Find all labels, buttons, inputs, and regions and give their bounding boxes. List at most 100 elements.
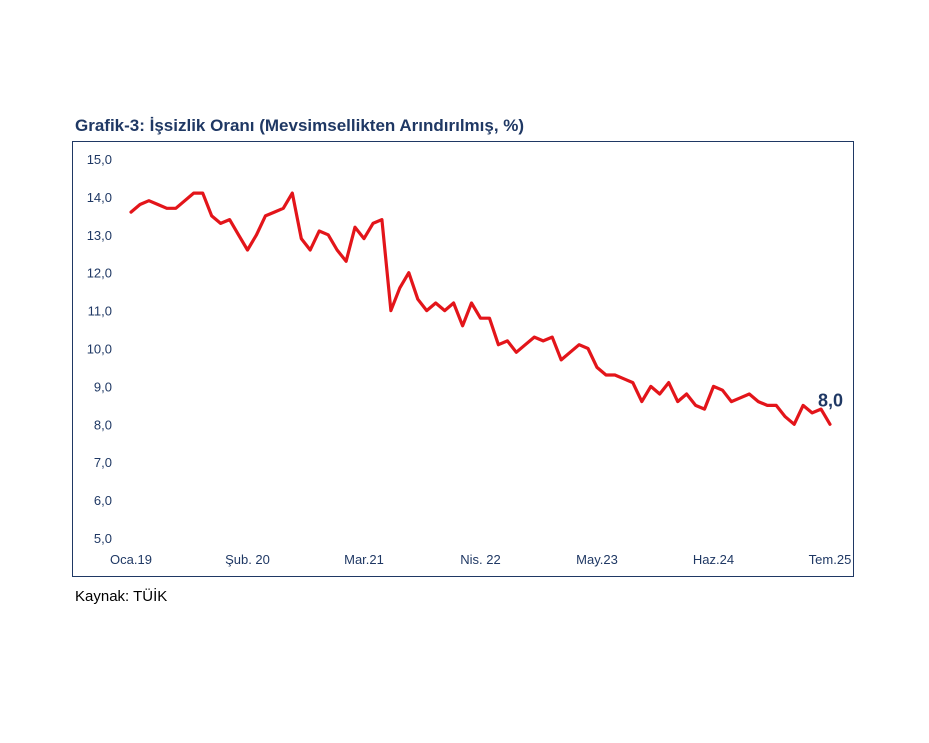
- data-point: [792, 423, 796, 426]
- data-point: [479, 316, 482, 320]
- x-tick-label: Tem.25: [809, 552, 852, 567]
- y-axis-ticks: 15,0 14,0 13,0 12,0 11,0 10,0 9,0 8,0 7,0 6,0 5,0: [87, 152, 112, 546]
- data-point: [452, 301, 455, 305]
- data-point: [407, 271, 411, 274]
- y-tick-label: 13,0: [87, 228, 112, 243]
- data-point: [730, 400, 733, 403]
- data-point: [801, 404, 805, 407]
- y-tick-label: 8,0: [94, 417, 112, 432]
- y-tick-label: 9,0: [94, 379, 112, 394]
- data-point: [667, 381, 670, 384]
- data-point: [550, 335, 554, 339]
- data-point: [676, 400, 679, 403]
- data-point: [273, 210, 276, 214]
- y-tick-label: 14,0: [87, 190, 112, 205]
- data-point: [344, 260, 348, 263]
- data-point: [228, 218, 231, 221]
- data-point: [219, 222, 222, 225]
- data-point: [640, 400, 644, 403]
- data-point: [317, 229, 321, 233]
- data-point: [282, 207, 285, 210]
- data-point: [748, 392, 751, 396]
- data-point: [604, 373, 608, 377]
- data-point: [183, 199, 186, 202]
- chart-frame: [72, 141, 854, 577]
- data-point: [631, 381, 635, 384]
- data-point: [766, 404, 769, 407]
- data-point: [425, 309, 428, 312]
- data-point: [443, 309, 446, 312]
- data-point: [721, 388, 724, 392]
- data-point: [470, 301, 473, 305]
- data-point: [255, 233, 258, 236]
- chart-title: Grafik-3: İşsizlik Oranı (Mevsimsellikte…: [75, 116, 525, 135]
- data-point: [533, 335, 536, 339]
- y-tick-label: 7,0: [94, 455, 112, 470]
- x-tick-label: Oca.19: [110, 552, 152, 567]
- data-point: [524, 343, 527, 346]
- data-point: [353, 226, 357, 229]
- data-point: [542, 339, 545, 343]
- data-point: [156, 203, 160, 206]
- data-point: [515, 351, 518, 354]
- data-point: [362, 237, 366, 240]
- data-point: [237, 233, 240, 236]
- annotations: 8,0: [818, 390, 843, 410]
- data-point: [568, 351, 572, 354]
- data-point: [649, 385, 652, 388]
- data-point: [828, 423, 832, 426]
- data-point: [775, 404, 778, 407]
- data-point: [174, 207, 178, 210]
- data-point: [783, 415, 787, 418]
- data-point: [819, 407, 823, 411]
- data-point: [694, 404, 697, 407]
- data-point: [622, 377, 626, 381]
- y-tick-label: 10,0: [87, 342, 112, 357]
- data-point: [595, 366, 599, 369]
- data-point: [434, 301, 437, 305]
- data-point: [497, 343, 500, 346]
- data-point: [210, 214, 213, 218]
- data-point: [165, 207, 169, 210]
- data-point: [739, 396, 742, 399]
- data-point: [291, 191, 294, 195]
- data-point: [147, 199, 151, 202]
- data-point: [685, 392, 688, 396]
- data-point: [201, 191, 204, 195]
- data-point: [129, 210, 133, 214]
- data-point: [506, 339, 509, 343]
- data-point: [398, 286, 402, 290]
- data-point: [658, 392, 661, 396]
- data-point: [326, 233, 330, 236]
- data-point: [389, 309, 393, 312]
- x-tick-label: May.23: [576, 552, 618, 567]
- series-group: [129, 191, 832, 426]
- x-tick-label: Şub. 20: [225, 552, 270, 567]
- data-point: [300, 237, 303, 240]
- data-point: [613, 373, 617, 377]
- data-point: [703, 407, 706, 411]
- x-axis-ticks: Oca.19 Şub. 20 Mar.21 Nis. 22 May.23 Haz.24 Te…: [110, 552, 851, 567]
- y-tick-label: 5,0: [94, 531, 112, 546]
- data-point: [380, 218, 384, 221]
- data-point: [371, 222, 375, 225]
- y-tick-label: 11,0: [88, 304, 112, 319]
- source-note: Kaynak: TÜİK: [75, 588, 168, 605]
- y-tick-label: 12,0: [87, 266, 112, 281]
- unemployment-rate-line: [129, 191, 832, 426]
- data-point: [586, 347, 590, 350]
- data-point: [335, 248, 339, 252]
- last-value-label: 8,0: [818, 390, 843, 410]
- x-tick-label: Mar.21: [344, 552, 384, 567]
- data-point: [577, 343, 581, 346]
- data-point: [488, 316, 491, 320]
- x-tick-label: Haz.24: [693, 552, 734, 567]
- data-point: [416, 298, 419, 301]
- data-point: [264, 214, 267, 218]
- data-point: [810, 411, 814, 415]
- data-point: [461, 324, 464, 327]
- data-point: [192, 191, 195, 195]
- data-point: [757, 400, 760, 403]
- y-tick-label: 15,0: [87, 152, 112, 167]
